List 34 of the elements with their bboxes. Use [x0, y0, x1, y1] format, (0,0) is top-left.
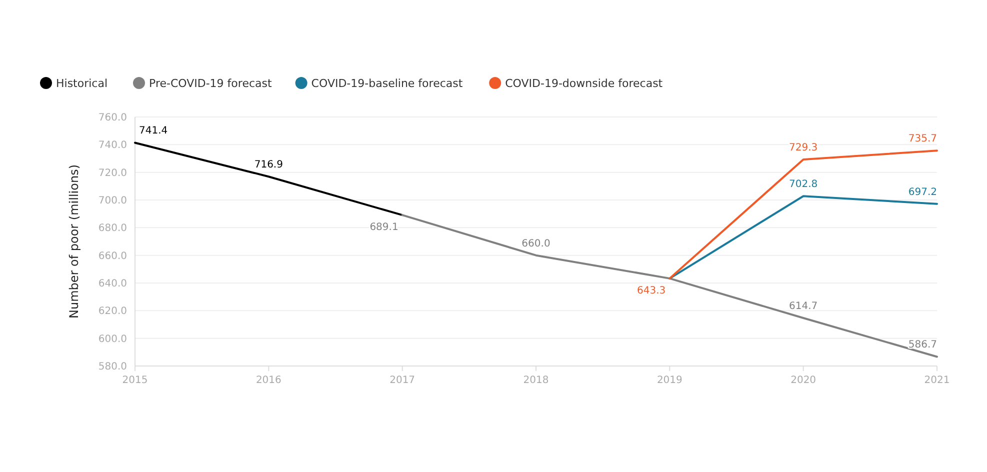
- x-tick-label: 2016: [256, 375, 282, 386]
- data-label: 614.7: [789, 301, 818, 312]
- x-tick-label: 2019: [656, 375, 682, 386]
- legend-label: Pre-COVID-19 forecast: [149, 77, 272, 90]
- data-label: 729.3: [789, 142, 818, 154]
- data-label: 660.0: [522, 238, 550, 250]
- y-tick-label: 640.0: [98, 278, 127, 290]
- data-label: 586.7: [908, 340, 937, 351]
- y-tick-label: 600.0: [98, 334, 127, 345]
- legend-label: COVID-19-baseline forecast: [311, 77, 464, 90]
- x-tick-label: 2020: [790, 375, 816, 386]
- data-label: 741.4: [139, 126, 168, 137]
- data-label: 643.3: [637, 285, 666, 296]
- y-tick-label: 720.0: [98, 168, 127, 179]
- y-tick-label: 760.0: [98, 112, 127, 124]
- x-tick-label: 2017: [390, 375, 416, 386]
- y-tick-label: 740.0: [98, 140, 127, 152]
- data-label: 689.1: [370, 222, 398, 234]
- legend-label: COVID-19-downside forecast: [505, 77, 664, 90]
- x-tick-label: 2021: [924, 375, 950, 386]
- x-tick-label: 2018: [523, 375, 549, 386]
- data-label: 716.9: [254, 160, 283, 171]
- y-tick-label: 620.0: [98, 306, 127, 318]
- y-axis-title: Number of poor (millions): [67, 164, 81, 319]
- data-label: 702.8: [789, 179, 818, 190]
- data-label: 697.2: [908, 186, 937, 198]
- data-label: 735.7: [908, 134, 937, 145]
- line-series: [401, 214, 938, 358]
- x-tick-label: 2015: [122, 375, 148, 386]
- y-tick-label: 680.0: [98, 223, 127, 234]
- y-tick-label: 700.0: [98, 196, 127, 206]
- y-tick-label: 660.0: [98, 250, 127, 262]
- y-tick-label: 580.0: [98, 362, 127, 372]
- legend-label: Historical: [56, 77, 108, 90]
